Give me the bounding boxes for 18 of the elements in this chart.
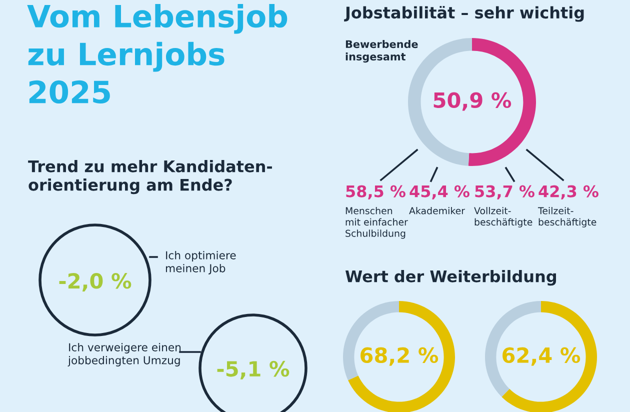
text: 58,5 % Menschen mit einfacher Schulbildung [346, 185, 408, 239]
chart-title: Jobstabilität – sehr wichtig [344, 6, 584, 22]
text: 45,4 % Akademiker [409, 185, 470, 214]
data-label: 68,2 % [360, 347, 438, 366]
text: 42,3 % Teilzeit- beschäftigte [538, 185, 598, 228]
text: Ich optimiere meinen Job [166, 251, 236, 274]
data-label: 62,4 % [502, 347, 580, 366]
text: -5,1 % [217, 360, 290, 380]
text: Ich verweigere einen jobbedingten Umzug [68, 343, 181, 366]
donut-slice [502, 301, 597, 412]
chart-title: Wert der Weiterbildung [345, 270, 556, 286]
text: Vom Lebensjob zu Lernjobs 2025 [27, 4, 288, 104]
text: Bewerbende insgesamt [346, 40, 418, 63]
text: Trend zu mehr Kandidaten- orientierung am Ende? [28, 160, 272, 194]
data-label: 50,9 % [434, 92, 512, 111]
donut-slice [348, 301, 455, 412]
text: 53,7 % Vollzeit- beschäftigte [474, 185, 534, 228]
text: -2,0 % [59, 273, 132, 292]
